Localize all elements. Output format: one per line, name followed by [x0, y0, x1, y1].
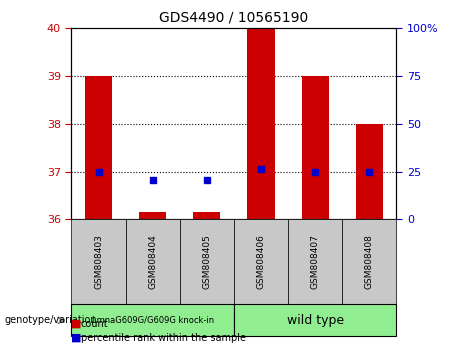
Text: wild type: wild type	[287, 314, 344, 327]
Bar	[139, 212, 166, 219]
Bar	[248, 28, 275, 219]
Bar	[193, 212, 220, 219]
Text: count: count	[81, 319, 108, 329]
Text: GSM808403: GSM808403	[94, 234, 103, 290]
Text: GSM808406: GSM808406	[256, 234, 266, 290]
Text: ■: ■	[71, 333, 82, 343]
Text: LmnaG609G/G609G knock-in: LmnaG609G/G609G knock-in	[92, 316, 214, 325]
Text: GSM808408: GSM808408	[365, 234, 374, 290]
Text: percentile rank within the sample: percentile rank within the sample	[81, 333, 246, 343]
Title: GDS4490 / 10565190: GDS4490 / 10565190	[160, 10, 308, 24]
Text: ■: ■	[71, 319, 82, 329]
Text: GSM808404: GSM808404	[148, 235, 157, 289]
Text: GSM808407: GSM808407	[311, 234, 320, 290]
Bar	[301, 76, 329, 219]
Text: genotype/variation: genotype/variation	[5, 315, 97, 325]
Bar	[356, 124, 383, 219]
Bar	[85, 76, 112, 219]
Text: GSM808405: GSM808405	[202, 234, 212, 290]
